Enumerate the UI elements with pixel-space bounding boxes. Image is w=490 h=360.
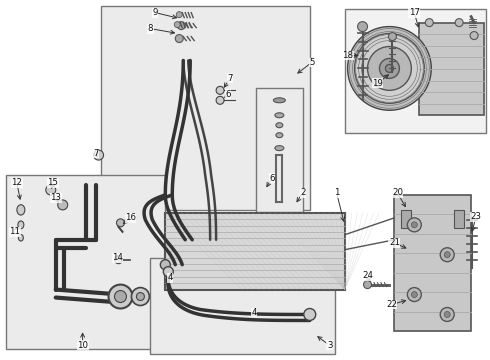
Circle shape [444,311,450,318]
Circle shape [386,64,393,72]
Bar [256,88,303,212]
Text: 7: 7 [227,74,233,83]
Circle shape [347,27,431,110]
Ellipse shape [273,98,285,103]
Circle shape [389,32,396,41]
Ellipse shape [275,146,284,150]
Text: 8: 8 [147,24,153,33]
Circle shape [174,22,180,28]
Ellipse shape [276,123,283,128]
Bar [100,6,310,210]
Text: 2: 2 [300,188,306,197]
Circle shape [108,285,132,309]
Text: 23: 23 [470,212,482,221]
Text: 7: 7 [93,149,98,158]
Text: 11: 11 [9,227,21,236]
Text: 24: 24 [362,271,373,280]
Text: 18: 18 [342,51,353,60]
Text: 20: 20 [392,188,403,197]
Circle shape [46,185,56,195]
Text: 19: 19 [372,79,383,88]
Circle shape [115,256,122,264]
Text: 17: 17 [409,8,420,17]
Circle shape [216,96,224,104]
Bar [344,9,486,133]
Circle shape [58,200,68,210]
Circle shape [304,309,316,320]
Circle shape [440,248,454,262]
Text: 1: 1 [334,188,340,197]
Text: 22: 22 [386,300,397,309]
Text: 10: 10 [77,341,88,350]
Text: 6: 6 [225,90,231,99]
Circle shape [160,260,171,270]
Circle shape [412,222,417,228]
Circle shape [176,12,182,18]
Ellipse shape [275,113,284,118]
Bar [419,23,484,115]
Circle shape [440,307,454,321]
Circle shape [136,293,145,301]
Text: 14: 14 [112,253,123,262]
Circle shape [175,35,183,42]
Bar [165,213,344,289]
Circle shape [115,291,126,302]
Circle shape [444,252,450,258]
Bar [454,210,464,228]
Circle shape [358,22,368,32]
Text: 9: 9 [153,8,158,17]
Text: 12: 12 [11,179,23,188]
Text: 13: 13 [50,193,61,202]
Circle shape [368,46,412,90]
Ellipse shape [18,221,24,229]
Circle shape [216,86,224,94]
Ellipse shape [276,133,283,138]
Ellipse shape [19,234,24,241]
Circle shape [355,33,424,103]
Circle shape [117,219,124,227]
Text: 21: 21 [389,238,400,247]
Text: 6: 6 [269,174,275,183]
Circle shape [364,280,371,289]
Bar [401,210,412,228]
Text: 5: 5 [309,58,315,67]
Text: 15: 15 [47,179,58,188]
Bar [150,258,335,354]
Circle shape [94,150,103,160]
Bar [394,195,471,332]
Text: 4: 4 [168,273,173,282]
Circle shape [425,19,433,27]
Circle shape [379,58,399,78]
Circle shape [407,288,421,302]
Text: 3: 3 [327,341,332,350]
Bar [6,175,165,349]
Text: 16: 16 [125,213,136,222]
Text: 4: 4 [251,308,257,317]
Circle shape [412,292,417,298]
Circle shape [470,32,478,40]
Ellipse shape [17,205,25,215]
Circle shape [177,22,185,30]
Circle shape [407,218,421,232]
Circle shape [131,288,149,306]
Circle shape [163,267,173,276]
Circle shape [455,19,463,27]
